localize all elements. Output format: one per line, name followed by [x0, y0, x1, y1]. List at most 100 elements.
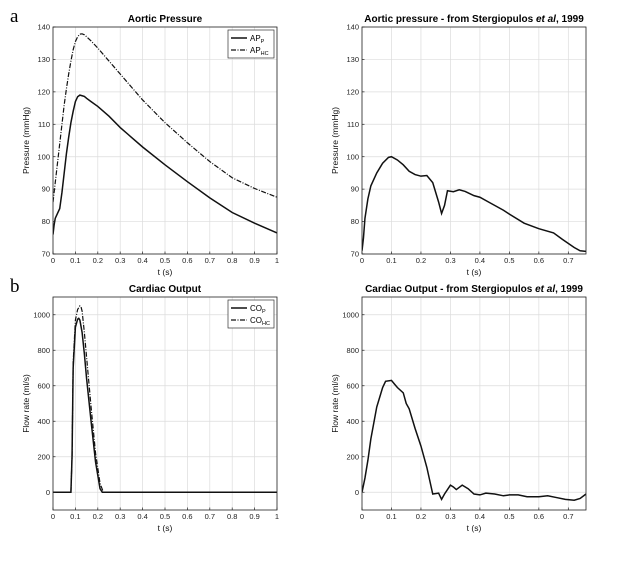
cardiac-output-series-co-hc	[53, 304, 277, 493]
cardiac-output-ref-ytick-label: 200	[346, 452, 359, 461]
cardiac-output-ref-ytick-label: 400	[346, 417, 359, 426]
aortic-pressure-ref-xtick-label: 0.7	[563, 256, 573, 265]
cardiac-output-legend-box	[227, 299, 275, 329]
cardiac-output-ref-xtick-label: 0	[360, 512, 364, 521]
aortic-pressure-ytick-label: 80	[42, 217, 50, 226]
aortic-pressure-ref-ytick-label: 80	[351, 217, 359, 226]
aortic-pressure-chart: 0 0.1 0.2 0.3 0.4 0.5 0.6 0.7 0.8 0.9 1 70 80 90 100 11…	[21, 14, 279, 277]
aortic-pressure-legend-label: APP	[250, 34, 265, 45]
cardiac-output-ytick-label: 800	[37, 346, 50, 355]
cardiac-output-xtick-label: 0.5	[160, 512, 170, 521]
aortic-pressure-ref-xtick-label: 0.5	[504, 256, 514, 265]
cardiac-output-xtick-label: 0.1	[70, 512, 80, 521]
cardiac-output-legend-label: COHC	[250, 316, 270, 327]
cardiac-output-ref-ylabel: Flow rate (ml/s)	[330, 374, 340, 433]
aortic-pressure-ytick-label: 130	[37, 55, 50, 64]
cardiac-output-ref-ytick-label: 0	[355, 488, 359, 497]
cardiac-output-xtick-label: 0.9	[249, 512, 259, 521]
cardiac-output-ytick-label: 0	[46, 488, 50, 497]
cardiac-output-xtick-label: 0	[51, 512, 55, 521]
aortic-pressure-legend-box	[227, 29, 275, 59]
aortic-pressure-legend-label: APHC	[250, 46, 269, 57]
aortic-pressure-ytick-label: 90	[42, 185, 50, 194]
charts-container: 0 0.1 0.2 0.3 0.4 0.5 0.6 0.7 0.8 0.9 170809010011…	[21, 14, 587, 533]
cardiac-output-xlabel: t (s)	[158, 523, 173, 533]
aortic-pressure-ytick-label: 100	[37, 152, 50, 161]
aortic-pressure-xtick-label: 0.8	[227, 256, 237, 265]
cardiac-output-xtick-label: 0.2	[93, 512, 103, 521]
aortic-pressure-xtick-label: 0.5	[160, 256, 170, 265]
aortic-pressure-ref-xtick-label: 0.6	[534, 256, 544, 265]
aortic-pressure-xtick-label: 0.4	[137, 256, 147, 265]
cardiac-output-xtick-label: 0.3	[115, 512, 125, 521]
aortic-pressure-xtick-label: 0.9	[249, 256, 259, 265]
cardiac-output-ref-series-line	[362, 379, 586, 502]
panel-letter-b: b	[10, 276, 20, 297]
cardiac-output-ref-xtick-label: 0.7	[563, 512, 573, 521]
cardiac-output-xtick-label: 0.8	[227, 512, 237, 521]
cardiac-output-ref-xtick-label: 0.2	[416, 512, 426, 521]
aortic-pressure-ytick-label: 120	[37, 87, 50, 96]
cardiac-output-ref-ytick-label: 800	[346, 346, 359, 355]
cardiac-output-title: Cardiac Output	[129, 284, 202, 295]
aortic-pressure-xtick-label: 0.2	[93, 256, 103, 265]
aortic-pressure-ref-title: Aortic pressure - from Stergiopulos et a…	[364, 14, 584, 25]
aortic-pressure-ref-xtick-label: 0.4	[475, 256, 485, 265]
cardiac-output-ref-xtick-label: 0.4	[475, 512, 485, 521]
cardiac-output-ref-chart: 0 0.1 0.2 0.3 0.4 0.5 0.6 0.7 0 200 400 600 800 1000 C…	[330, 284, 587, 533]
aortic-pressure-ref-ytick-label: 70	[351, 250, 359, 259]
cardiac-output-ref-plot-area	[362, 297, 586, 510]
aortic-pressure-ref-ylabel: Pressure (mmHg)	[330, 107, 340, 174]
aortic-pressure-ytick-label: 140	[37, 23, 50, 32]
cardiac-output-ref-ytick-label: 600	[346, 381, 359, 390]
cardiac-output-ref-ytick-label: 1000	[342, 310, 359, 319]
cardiac-output-legend-label: COP	[250, 304, 266, 315]
cardiac-output-ytick-label: 1000	[33, 310, 50, 319]
aortic-pressure-ref-ytick-label: 140	[346, 23, 359, 32]
aortic-pressure-title: Aortic Pressure	[128, 14, 203, 25]
cardiac-output-ref-axes-frame	[361, 296, 587, 511]
cardiac-output-ytick-label: 400	[37, 417, 50, 426]
aortic-pressure-xtick-label: 1	[275, 256, 279, 265]
cardiac-output-ref-xtick-label: 0.5	[504, 512, 514, 521]
cardiac-output-xtick-label: 0.6	[182, 512, 192, 521]
cardiac-output-ref-title: Cardiac Output - from Stergiopulos et al…	[365, 284, 583, 295]
cardiac-output-ref-xtick-label: 0.3	[445, 512, 455, 521]
cardiac-output-xtick-label: 1	[275, 512, 279, 521]
cardiac-output-ytick-label: 200	[37, 452, 50, 461]
aortic-pressure-ref-series-line	[362, 155, 586, 253]
aortic-pressure-ref-chart: 0 0.1 0.2 0.3 0.4 0.5 0.6 0.7 70 80 90 100 110 120 130…	[330, 14, 587, 277]
cardiac-output-xtick-label: 0.7	[205, 512, 215, 521]
cardiac-output-ref-xlabel: t (s)	[467, 523, 482, 533]
cardiac-output-chart: 0 0.1 0.2 0.3 0.4 0.5 0.6 0.7 0.8 0.9 1 0 200 400 600 8…	[21, 284, 279, 533]
aortic-pressure-xtick-label: 0.3	[115, 256, 125, 265]
cardiac-output-ref-xtick-label: 0.1	[386, 512, 396, 521]
aortic-pressure-ref-xtick-label: 0.1	[386, 256, 396, 265]
aortic-pressure-xtick-label: 0.1	[70, 256, 80, 265]
aortic-pressure-ref-ytick-label: 130	[346, 55, 359, 64]
cardiac-output-ref-xtick-label: 0.6	[534, 512, 544, 521]
aortic-pressure-ref-xtick-label: 0.3	[445, 256, 455, 265]
aortic-pressure-xtick-label: 0.7	[205, 256, 215, 265]
aortic-pressure-ref-ytick-label: 110	[347, 120, 359, 129]
aortic-pressure-ref-ytick-label: 120	[346, 87, 359, 96]
aortic-pressure-ref-axes-frame	[361, 26, 587, 255]
aortic-pressure-xtick-label: 0.6	[182, 256, 192, 265]
cardiac-output-ytick-label: 600	[37, 381, 50, 390]
aortic-pressure-ref-xlabel: t (s)	[467, 267, 482, 277]
aortic-pressure-ref-ytick-label: 100	[346, 152, 359, 161]
aortic-pressure-ref-ytick-label: 90	[351, 185, 359, 194]
aortic-pressure-ytick-label: 110	[38, 120, 50, 129]
panel-letter-a: a	[10, 6, 19, 27]
aortic-pressure-xlabel: t (s)	[158, 267, 173, 277]
aortic-pressure-ref-xtick-label: 0.2	[416, 256, 426, 265]
aortic-pressure-ylabel: Pressure (mmHg)	[21, 107, 31, 174]
cardiac-output-ylabel: Flow rate (ml/s)	[21, 374, 31, 433]
aortic-pressure-series-ap-hc	[53, 33, 277, 203]
aortic-pressure-ref-xtick-label: 0	[360, 256, 364, 265]
aortic-pressure-series-ap-p	[53, 94, 277, 235]
aortic-pressure-ref-plot-area	[362, 27, 586, 254]
